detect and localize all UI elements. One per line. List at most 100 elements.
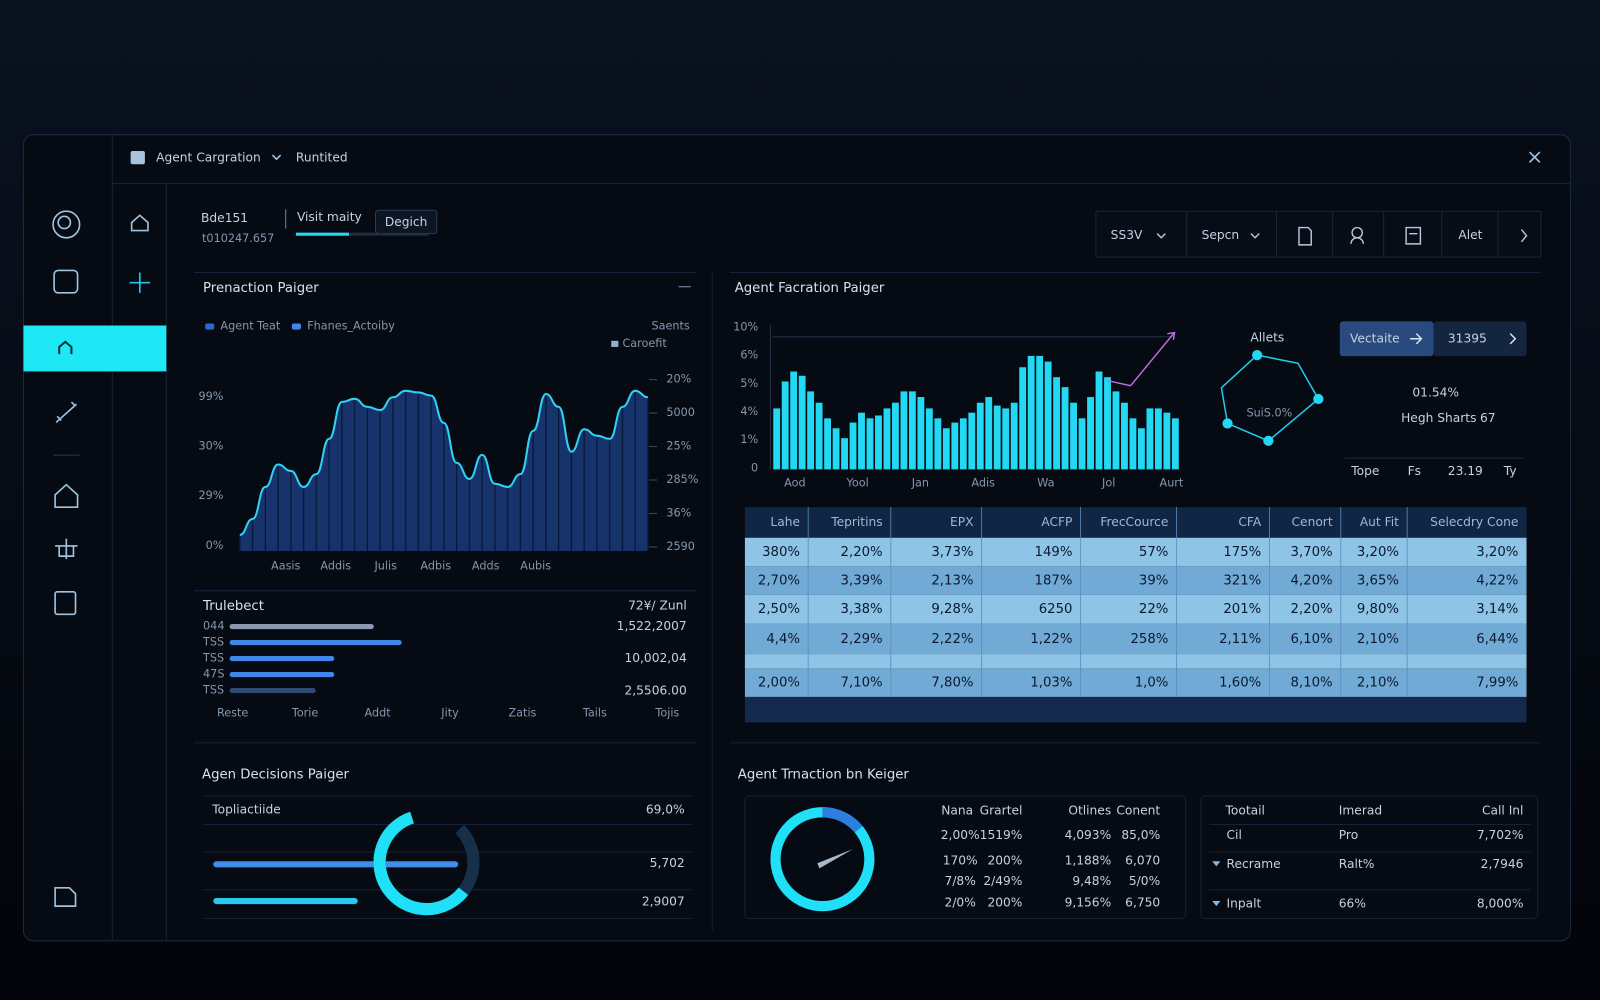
bar [866,418,874,470]
area-stripe [519,474,522,552]
toolbar-item: SS3V [1111,228,1143,242]
profile-id: t010247.657 [202,232,274,245]
table-footer [744,696,1527,723]
kpi-caption: Hegh Sharts [1401,411,1476,425]
x-tick-label: Aasis [271,559,301,572]
x-tick-label: Reste [217,706,248,719]
area-stripe [430,395,432,552]
x-tick-label: Julis [373,559,397,572]
nav-icon[interactable] [53,269,79,294]
gauge-needle [817,848,854,869]
amount: 1,522,2007 [617,619,687,633]
column-header: Grartel [980,804,1023,818]
table-cell: 2/0% [945,896,976,910]
card-count-box[interactable] [1433,321,1527,357]
table-cell: 2,20% [841,545,883,560]
y2-tick-label: 36% [666,506,691,519]
table-cell: 2,11% [1219,632,1261,647]
x-tick-label: Jity [440,706,459,719]
table-cell: 2,00% [941,828,980,842]
toolbar-icon[interactable] [1156,233,1166,239]
nav-icon[interactable] [52,210,81,239]
bar [959,418,967,470]
nav-icon[interactable] [55,538,78,560]
bar [883,408,891,470]
card-button-label: Vectaite [1350,331,1400,345]
table-cell: 22% [1139,602,1168,617]
bar [1027,355,1035,470]
x-tick-label: Adds [472,559,500,572]
network-node [1263,435,1274,446]
bar [1070,402,1077,470]
area-stripe [379,410,381,552]
nav-icon[interactable] [54,591,77,616]
toolbar-icon[interactable] [1520,229,1528,243]
nav-icon[interactable] [54,886,77,907]
card-footer: Fs [1408,464,1421,478]
table-cell: 2,7946 [1481,857,1524,871]
expand-icon[interactable] [1212,901,1221,907]
nav-icon[interactable] [55,401,78,424]
x-tick-label: Torie [291,706,319,719]
decision-bar [213,861,459,868]
bar [858,412,865,470]
expand-icon[interactable] [1212,861,1221,867]
nav-icon[interactable] [130,214,149,232]
table-cell: 7,99% [1476,676,1518,691]
column-header: Call Inl [1482,804,1524,818]
panel-title: Trulebect [202,599,264,614]
area-stripe [621,406,624,552]
area-stripe [532,430,534,552]
table-cell: 3,38% [841,602,883,617]
area-stripe [583,429,585,552]
toolbar-icon[interactable] [1405,226,1422,245]
area-stripe [239,535,241,552]
close-button[interactable] [1529,151,1541,163]
nav-icon[interactable] [129,272,150,293]
x-tick-label: Aod [784,477,805,490]
table-cell: 85,0% [1121,828,1160,842]
toolbar-icon[interactable] [1250,233,1260,239]
rank-bar [229,688,316,694]
table-cell: 175% [1223,545,1261,560]
toolbar-icon[interactable] [1298,226,1312,246]
button[interactable] [375,209,438,235]
bar [917,397,925,470]
table-cell: 1,03% [1030,676,1072,691]
active-nav[interactable] [23,325,167,372]
legend-swatch [291,323,302,330]
column-header: Tepritins [830,515,882,529]
nav-icon[interactable] [54,483,79,508]
rank-bar [229,672,335,678]
table-cell: 9,156% [1065,896,1112,910]
card-button[interactable] [1339,321,1434,357]
toolbar-icon[interactable] [1350,226,1364,244]
bar [976,402,984,470]
y-tick-label: 6% [740,349,758,362]
progress-bar [295,232,349,236]
row-label: 044 [203,620,224,633]
table-cell: 1,22% [1030,632,1072,647]
table-cell: 1519% [980,828,1023,842]
trend-line [1106,333,1175,387]
table-cell: Cil [1227,828,1242,842]
table-row [744,668,1527,697]
table-cell: 1,188% [1065,854,1112,868]
table-cell: 1,60% [1219,676,1261,691]
table-cell: 2,20% [1291,602,1333,617]
table-cell: 2,29% [841,632,883,647]
area-stripe [468,478,471,552]
area-stripe [557,406,560,552]
profile-name: Bde151 [201,211,248,225]
table-cell: 3,14% [1476,602,1518,617]
x-tick-label: Jol [1101,477,1115,490]
table-cell: 2/49% [983,874,1022,888]
table-cell: 7/8% [945,874,976,888]
area-stripe [404,390,407,552]
bar [807,391,815,470]
table-cell: 3,39% [841,574,883,589]
x-tick-label: Addt [364,706,391,719]
table-cell: 4,093% [1065,828,1112,842]
area-stripe [545,394,547,552]
row-label: 47S [203,668,224,681]
